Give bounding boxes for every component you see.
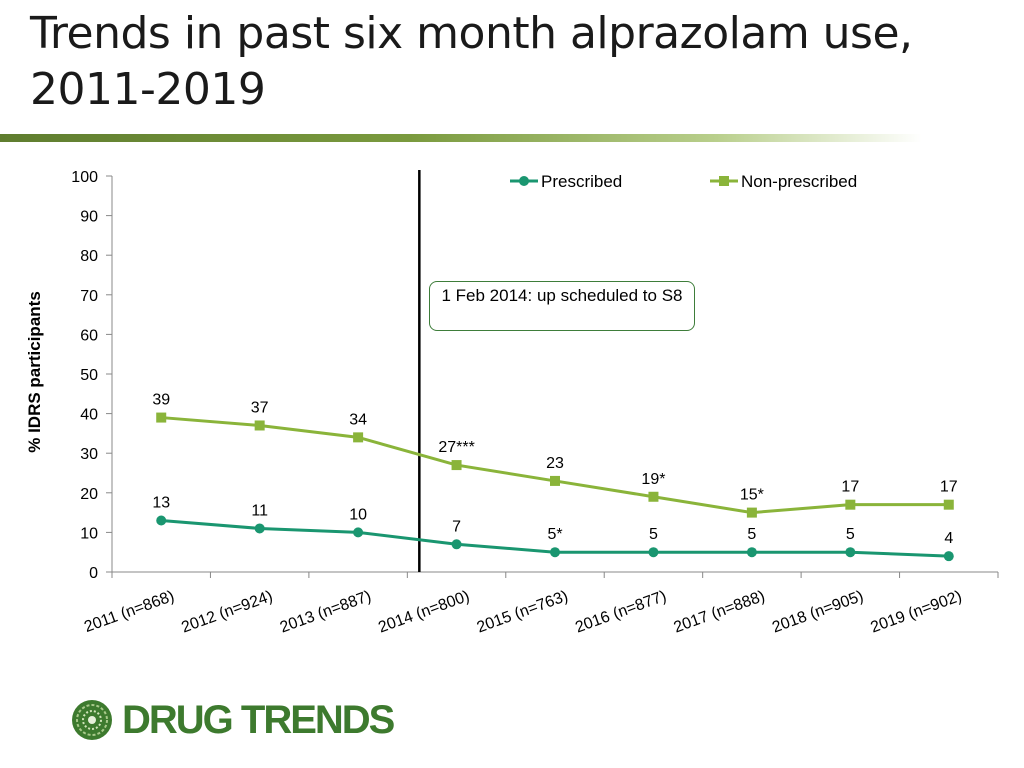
- y-tick-label: 0: [89, 565, 98, 582]
- non-prescribed-data-label: 23: [546, 455, 564, 472]
- y-tick-label: 40: [80, 407, 98, 424]
- globe-icon: [72, 700, 112, 740]
- non-prescribed-point: [746, 507, 757, 518]
- non-prescribed-data-label: 34: [349, 411, 367, 428]
- non-prescribed-point: [156, 412, 167, 423]
- x-tick-label: 2012 (n=924): [179, 588, 275, 637]
- prescribed-data-label: 5: [649, 526, 658, 543]
- prescribed-data-label: 5*: [547, 526, 562, 543]
- x-tick-label: 2018 (n=905): [770, 588, 866, 637]
- legend-prescribed-marker: [519, 176, 529, 186]
- non-prescribed-point: [353, 432, 364, 443]
- y-tick-label: 30: [80, 446, 98, 463]
- x-tick-label: 2013 (n=887): [278, 588, 374, 637]
- prescribed-data-label: 5: [747, 526, 756, 543]
- prescribed-data-label: 10: [349, 506, 367, 523]
- non-prescribed-data-label: 15*: [740, 487, 764, 504]
- legend-non-prescribed-label: Non-prescribed: [741, 172, 857, 191]
- prescribed-data-label: 13: [152, 495, 170, 512]
- non-prescribed-data-label: 19*: [641, 471, 665, 488]
- y-tick-label: 80: [80, 248, 98, 265]
- annotation-box: 1 Feb 2014: up scheduled to S8: [429, 281, 695, 331]
- y-tick-label: 20: [80, 486, 98, 503]
- chart-legend: Prescribed Non-prescribed: [510, 172, 857, 191]
- prescribed-data-label: 7: [452, 518, 461, 535]
- y-tick-label: 90: [80, 209, 98, 226]
- drug-trends-logo: DRUG TRENDS: [70, 695, 395, 745]
- title-divider: [0, 134, 1024, 142]
- prescribed-data-label: 4: [944, 530, 953, 547]
- x-tick-label: 2019 (n=902): [868, 588, 964, 637]
- non-prescribed-point: [845, 499, 856, 510]
- slide-title: Trends in past six month alprazolam use,…: [30, 8, 913, 115]
- non-prescribed-data-label: 17: [940, 479, 958, 496]
- legend-prescribed-label: Prescribed: [541, 172, 622, 191]
- non-prescribed-point: [451, 460, 462, 471]
- non-prescribed-point: [254, 420, 265, 431]
- prescribed-point: [353, 527, 364, 538]
- x-tick-label: 2011 (n=868): [82, 588, 177, 636]
- prescribed-data-label: 5: [846, 526, 855, 543]
- prescribed-data-label: 11: [251, 502, 268, 519]
- x-tick-label: 2015 (n=763): [475, 588, 571, 637]
- non-prescribed-data-label: 39: [152, 392, 170, 409]
- prescribed-point: [943, 551, 954, 562]
- prescribed-point: [845, 547, 856, 558]
- y-tick-label: 70: [80, 288, 98, 305]
- y-axis-label: % IDRS participants: [25, 291, 44, 453]
- x-tick-label: 2014 (n=800): [376, 588, 472, 637]
- logo-text: DRUG TRENDS: [122, 698, 395, 742]
- prescribed-point: [451, 539, 462, 550]
- data-labels: 13 11 10 7 5* 5 5 5 4 39 37 34 27*** 23 19* 15* 17 17: [152, 392, 957, 548]
- prescribed-point: [648, 547, 659, 558]
- series-markers: [156, 412, 954, 562]
- non-prescribed-point: [648, 491, 659, 502]
- non-prescribed-point: [550, 475, 560, 486]
- non-prescribed-data-label: 37: [251, 399, 269, 416]
- non-prescribed-data-label: 27***: [438, 439, 474, 456]
- prescribed-point: [156, 515, 167, 526]
- prescribed-point: [254, 523, 265, 534]
- prescribed-point: [550, 547, 560, 558]
- y-tick-label: 50: [80, 367, 98, 384]
- x-tick-label: 2016 (n=877): [573, 588, 669, 637]
- y-tick-label: 10: [80, 525, 98, 542]
- non-prescribed-data-label: 17: [841, 479, 859, 496]
- x-tick-label: 2017 (n=888): [672, 588, 768, 637]
- y-tick-label: 60: [80, 327, 98, 344]
- non-prescribed-point: [943, 499, 954, 510]
- legend-non-prescribed-marker: [719, 176, 729, 186]
- prescribed-point: [746, 547, 757, 558]
- y-tick-label: 100: [71, 169, 98, 186]
- chart-axes: 0 10 20 30 40 50 60 70 80 90 100 2011 (n=868) 2012 (…: [71, 169, 999, 637]
